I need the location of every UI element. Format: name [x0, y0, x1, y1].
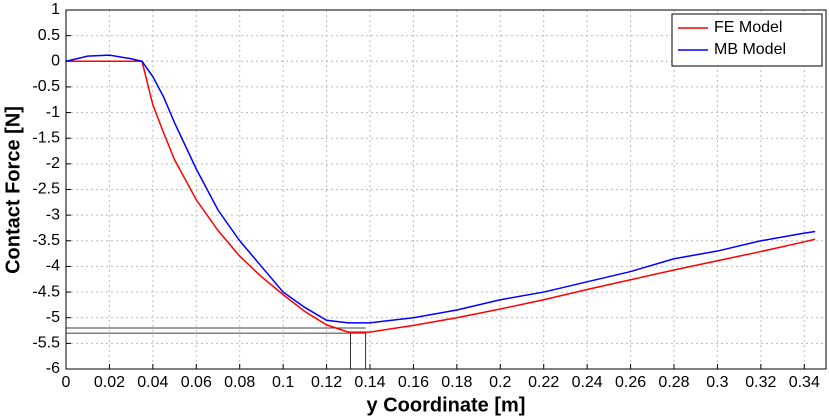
x-tick-label: 0.24	[572, 374, 603, 391]
y-tick-label: -1.5	[32, 129, 60, 146]
y-tick-label: -0.5	[32, 78, 60, 95]
x-tick-label: 0.32	[745, 374, 776, 391]
y-tick-label: 0.5	[38, 27, 60, 44]
y-tick-label: -5.5	[32, 335, 60, 352]
x-tick-label: 0.06	[181, 374, 212, 391]
y-tick-label: 0	[51, 53, 60, 70]
x-tick-label: 0.08	[224, 374, 255, 391]
line-series	[65, 54, 816, 324]
y-tick-label: -2	[46, 155, 60, 172]
x-tick-label: 0.16	[398, 374, 429, 391]
y-tick-label: -1	[46, 104, 60, 121]
y-tick-label: -3	[46, 206, 60, 223]
x-tick-label: 0.02	[94, 374, 125, 391]
x-tick-label: 0.3	[706, 374, 728, 391]
x-tick-label: 0.14	[354, 374, 385, 391]
legend-label: FE Model	[714, 19, 782, 36]
y-axis-title: Contact Force [N]	[2, 106, 24, 274]
x-tick-label: 0.34	[789, 374, 820, 391]
x-tick-label: 0.1	[272, 374, 294, 391]
x-tick-label: 0.18	[441, 374, 472, 391]
x-tick-label: 0.2	[489, 374, 511, 391]
plot-frame	[65, 9, 827, 370]
y-tick-label: -6	[46, 360, 60, 377]
y-tick-label: -5	[46, 309, 60, 326]
x-axis-title: y Coordinate [m]	[367, 394, 526, 416]
legend-box	[671, 13, 823, 67]
y-tick-label: -4	[46, 258, 60, 275]
y-tick-label: 1	[51, 1, 60, 18]
x-tick-label: 0.12	[311, 374, 342, 391]
y-tick-label: -3.5	[32, 232, 60, 249]
legend: FE Model MB Model	[671, 13, 823, 67]
y-tick-label: -4.5	[32, 283, 60, 300]
x-tick-label: 0.28	[658, 374, 689, 391]
line-series	[66, 60, 816, 333]
x-tick-label: 0.26	[615, 374, 646, 391]
legend-label: MB Model	[714, 41, 786, 58]
x-tick-label: 0.22	[528, 374, 559, 391]
x-tick-label: 0	[62, 374, 71, 391]
x-tick-label: 0.04	[137, 374, 168, 391]
y-tick-label: -2.5	[32, 181, 60, 198]
